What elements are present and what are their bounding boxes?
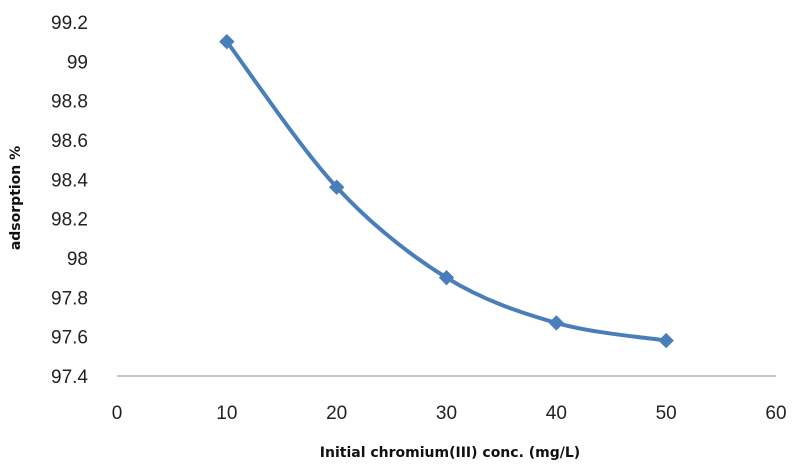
y-tick-label: 97.8 (51, 288, 88, 309)
data-point-marker (438, 269, 455, 286)
y-tick-label: 97.4 (51, 367, 88, 388)
data-point-marker (219, 33, 235, 50)
y-tick-label: 98 (67, 249, 88, 270)
x-tick-label: 0 (112, 403, 123, 424)
x-tick-label: 20 (326, 403, 347, 424)
y-axis-ticks: 97.4 97.6 97.8 98 98.2 98.4 98.6 98.8 99 99.2 (51, 13, 88, 388)
y-axis-title: adsorption % (8, 146, 24, 250)
x-axis-title: Initial chromium(III) conc. (mg/L) (320, 445, 580, 461)
x-tick-label: 60 (765, 403, 786, 424)
y-tick-label: 99 (67, 52, 88, 73)
y-tick-label: 98.6 (51, 131, 88, 152)
x-tick-label: 10 (216, 403, 237, 424)
y-tick-label: 98.8 (51, 92, 88, 113)
y-tick-label: 99.2 (51, 13, 88, 34)
y-tick-label: 98.2 (51, 210, 88, 231)
x-tick-label: 40 (546, 403, 567, 424)
x-tick-label: 30 (436, 403, 457, 424)
x-tick-label: 50 (656, 403, 677, 424)
series-layer (219, 33, 674, 349)
data-point-marker (658, 332, 674, 349)
x-axis-ticks: 0 10 20 30 40 50 60 (112, 403, 787, 424)
series-line (224, 39, 669, 343)
data-point-marker (548, 315, 565, 331)
y-tick-label: 98.4 (51, 170, 88, 191)
data-point-marker (328, 179, 345, 195)
y-tick-label: 97.6 (51, 328, 88, 349)
